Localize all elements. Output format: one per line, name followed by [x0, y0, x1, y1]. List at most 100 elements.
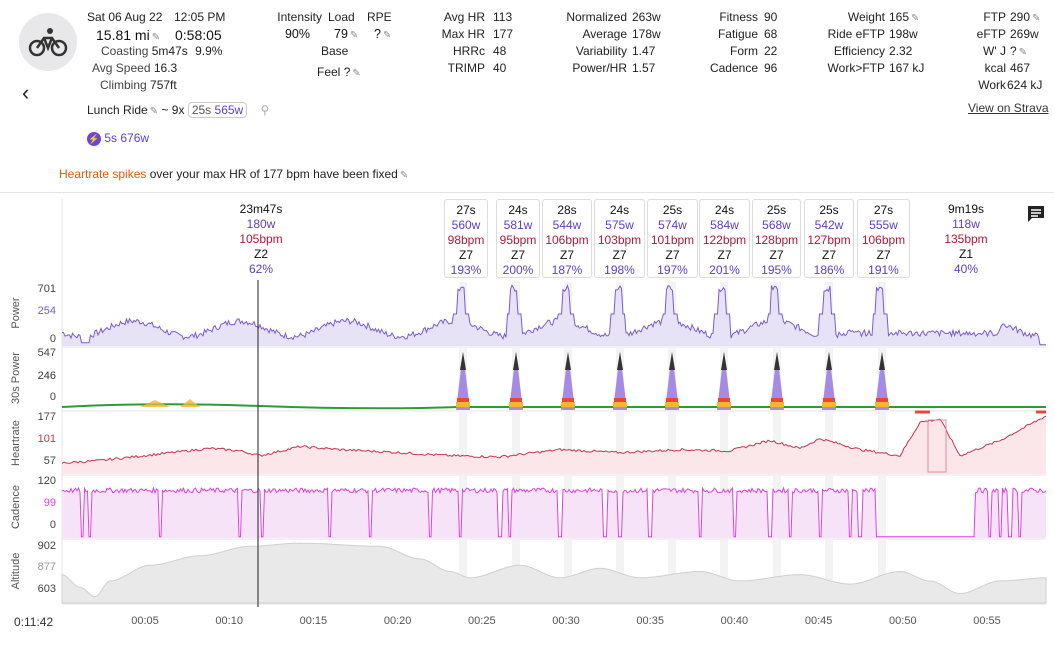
cadence-line — [61, 486, 1047, 538]
lane-label: Power — [10, 297, 22, 329]
rpe-value[interactable]: ? ✎ — [374, 27, 392, 41]
trimp-value: 40 — [493, 61, 507, 75]
interval-pct: 40% — [953, 262, 979, 276]
comment-icon[interactable] — [1026, 204, 1046, 227]
interval-pct: 201% — [709, 263, 740, 277]
wj-label: W' J — [983, 44, 1006, 58]
interval-dur: 24s — [714, 203, 735, 217]
power30-spike-yellow — [875, 402, 889, 407]
lane-tick-label: 877 — [37, 561, 56, 573]
kcal-value: 467 — [1010, 61, 1031, 75]
avg-speed-row: Avg Speed 16.3 — [92, 61, 178, 75]
interval-w: 584w — [710, 218, 739, 232]
interval-w: 542w — [814, 218, 844, 232]
power-area — [62, 285, 1046, 346]
lane-label: Cadence — [10, 484, 22, 529]
lane-tick-label: 0 — [49, 333, 56, 345]
interval-highlight — [720, 282, 728, 603]
interval-card[interactable]: 28s 544w 106bpm Z7 187% — [542, 199, 592, 278]
interval-pill[interactable]: 25s 565w — [187, 102, 248, 118]
power30-spike-yellow — [509, 402, 523, 407]
ftp-value[interactable]: 290 ✎ — [1010, 10, 1041, 24]
interval-zone: Z7 — [717, 248, 732, 262]
power-hr-label: Power/HR — [572, 61, 627, 75]
interval-w: 180w — [246, 217, 276, 231]
work-ftp-value: 167 kJ — [889, 61, 925, 75]
interval-w: 555w — [869, 218, 898, 232]
interval-hr: 127bpm — [807, 233, 851, 247]
interval-highlight — [616, 282, 624, 603]
power30-spike — [613, 352, 627, 410]
hr-line — [61, 415, 1047, 464]
peak-power-badge[interactable]: ⚡ 5s 676w — [87, 131, 150, 146]
interval-card[interactable]: 27s 560w 98bpm Z7 193% — [444, 199, 488, 278]
interval-zone: Z7 — [876, 248, 891, 262]
edit-pencil-icon: ✎ — [399, 170, 409, 181]
lightning-icon: ⚡ — [87, 132, 101, 146]
interval-zone: Z7 — [458, 248, 473, 262]
power30-spike-peak — [565, 352, 571, 370]
lane-tick-label: 120 — [37, 475, 56, 487]
power30-spike-peak — [774, 352, 780, 370]
interval-card[interactable]: 23m47s 180w 105bpm Z2 62% — [215, 199, 307, 278]
interval-dur: 24s — [508, 203, 528, 217]
search-icon[interactable]: ⚲ — [260, 103, 270, 117]
weight-label: Weight — [847, 10, 885, 24]
base-label: Base — [321, 44, 349, 58]
feel-value[interactable]: Feel ? ✎ — [317, 65, 361, 79]
power30-spike-yellow — [456, 402, 470, 407]
interval-card[interactable]: 24s 575w 103bpm Z7 198% — [594, 199, 645, 278]
power30-spike-peak — [513, 352, 519, 370]
interval-pct: 195% — [761, 263, 792, 277]
interval-highlight — [668, 282, 676, 603]
activity-time: 12:05 PM — [174, 10, 226, 24]
activity-name-row[interactable]: Lunch Ride ✎ ~ 9x 25s 565w ⚲ — [87, 102, 270, 118]
interval-hr: 128bpm — [754, 233, 799, 247]
weight-value[interactable]: 165 ✎ — [889, 10, 920, 24]
cadence-value: 96 — [764, 61, 778, 75]
hrrc-label: HRRc — [453, 44, 485, 58]
average-label: Average — [582, 27, 627, 41]
interval-w: 575w — [605, 218, 634, 232]
interval-pct: 198% — [604, 263, 635, 277]
activity-charts[interactable] — [0, 192, 1054, 648]
interval-card[interactable]: 25s 574w 101bpm Z7 197% — [647, 199, 698, 278]
view-on-strava-link[interactable]: View on Strava — [968, 101, 1049, 115]
power30-spike-peak — [460, 352, 466, 370]
interval-dur: 25s — [662, 203, 683, 217]
climbing-row: Climbing 757ft — [100, 78, 177, 92]
power30-spike — [665, 352, 679, 410]
power30-spike — [561, 352, 575, 410]
interval-zone: Z2 — [253, 247, 268, 261]
interval-card[interactable]: 9m19s 118w 135bpm Z1 40% — [915, 199, 1017, 278]
interval-highlight — [878, 282, 886, 603]
interval-pct: 62% — [248, 262, 274, 276]
interval-card[interactable]: 24s 584w 122bpm Z7 201% — [699, 199, 750, 278]
interval-dur: 9m19s — [947, 202, 985, 216]
wj-value[interactable]: ? ✎ — [1010, 44, 1028, 58]
interval-hr: 98bpm — [447, 233, 485, 247]
back-chevron-icon[interactable]: ‹ — [22, 80, 30, 105]
lane-tick-label: 177 — [37, 411, 56, 423]
interval-card[interactable]: 27s 555w 106bpm Z7 191% — [857, 199, 910, 278]
lane-tick-label: 246 — [37, 370, 56, 382]
interval-dur: 28s — [557, 203, 577, 217]
hr-spike-notice: Heartrate spikes over your max HR of 177… — [59, 167, 409, 181]
interval-zone: Z7 — [821, 248, 836, 262]
interval-card[interactable]: 25s 542w 127bpm Z7 186% — [804, 199, 854, 278]
altitude-area — [61, 542, 1047, 604]
distance-value[interactable]: 15.81 mi ✎ — [96, 27, 161, 43]
power30-spike-peak — [826, 352, 832, 370]
interval-pct: 197% — [657, 263, 688, 277]
time-axis-label: 00:30 — [552, 615, 580, 627]
time-axis-label: 00:15 — [299, 615, 328, 627]
time-axis-label: 00:40 — [720, 615, 749, 627]
normalized-label: Normalized — [566, 10, 627, 24]
load-value[interactable]: 79 ✎ — [334, 27, 359, 41]
interval-card[interactable]: 25s 568w 128bpm Z7 195% — [752, 199, 801, 278]
power30-spike — [875, 352, 889, 410]
interval-zone: Z7 — [510, 248, 525, 262]
interval-card[interactable]: 24s 581w 95bpm Z7 200% — [496, 199, 540, 278]
power30-spike — [822, 352, 836, 410]
interval-w: 581w — [503, 218, 533, 232]
